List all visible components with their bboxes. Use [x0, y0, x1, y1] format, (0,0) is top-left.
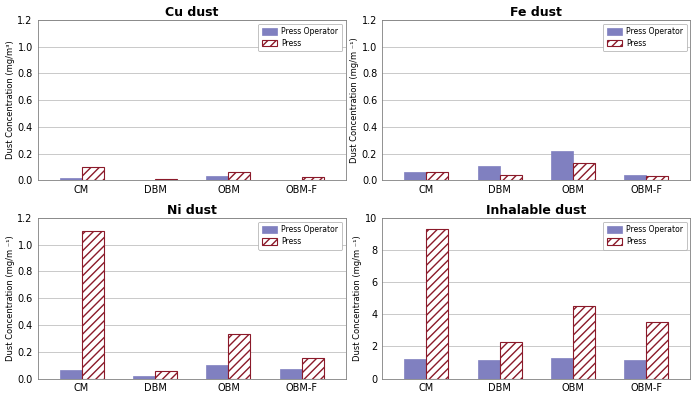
Bar: [155, 179, 177, 180]
Bar: [207, 176, 228, 180]
Title: Inhalable dust: Inhalable dust: [486, 203, 587, 217]
Bar: [573, 306, 595, 379]
Bar: [60, 370, 81, 379]
Title: Ni dust: Ni dust: [167, 203, 216, 217]
Y-axis label: Dust Concentration (mg/m ⁻¹): Dust Concentration (mg/m ⁻¹): [350, 37, 359, 163]
Y-axis label: Dust Concentration (mg/m ⁻¹): Dust Concentration (mg/m ⁻¹): [6, 235, 15, 361]
Bar: [81, 231, 104, 379]
Bar: [477, 166, 500, 180]
Bar: [404, 359, 426, 379]
Bar: [404, 172, 426, 180]
Title: Cu dust: Cu dust: [165, 6, 219, 19]
Legend: Press Operator, Press: Press Operator, Press: [258, 24, 342, 51]
Bar: [207, 365, 228, 379]
Bar: [426, 229, 448, 379]
Bar: [133, 376, 155, 379]
Title: Fe dust: Fe dust: [510, 6, 562, 19]
Bar: [500, 175, 521, 180]
Bar: [647, 176, 668, 180]
Legend: Press Operator, Press: Press Operator, Press: [603, 222, 687, 250]
Bar: [426, 172, 448, 180]
Legend: Press Operator, Press: Press Operator, Press: [603, 24, 687, 51]
Bar: [624, 175, 647, 180]
Bar: [551, 358, 573, 379]
Bar: [302, 177, 324, 180]
Y-axis label: Dust Concentration (mg/m ⁻¹): Dust Concentration (mg/m ⁻¹): [353, 235, 362, 361]
Bar: [60, 178, 81, 180]
Bar: [573, 163, 595, 180]
Bar: [280, 369, 302, 379]
Y-axis label: Dust Concentration (mg/m³): Dust Concentration (mg/m³): [6, 41, 15, 160]
Bar: [551, 151, 573, 180]
Legend: Press Operator, Press: Press Operator, Press: [258, 222, 342, 250]
Bar: [228, 172, 251, 180]
Bar: [302, 358, 324, 379]
Bar: [477, 360, 500, 379]
Bar: [155, 371, 177, 379]
Bar: [81, 167, 104, 180]
Bar: [624, 360, 647, 379]
Bar: [228, 334, 251, 379]
Bar: [500, 342, 521, 379]
Bar: [647, 322, 668, 379]
